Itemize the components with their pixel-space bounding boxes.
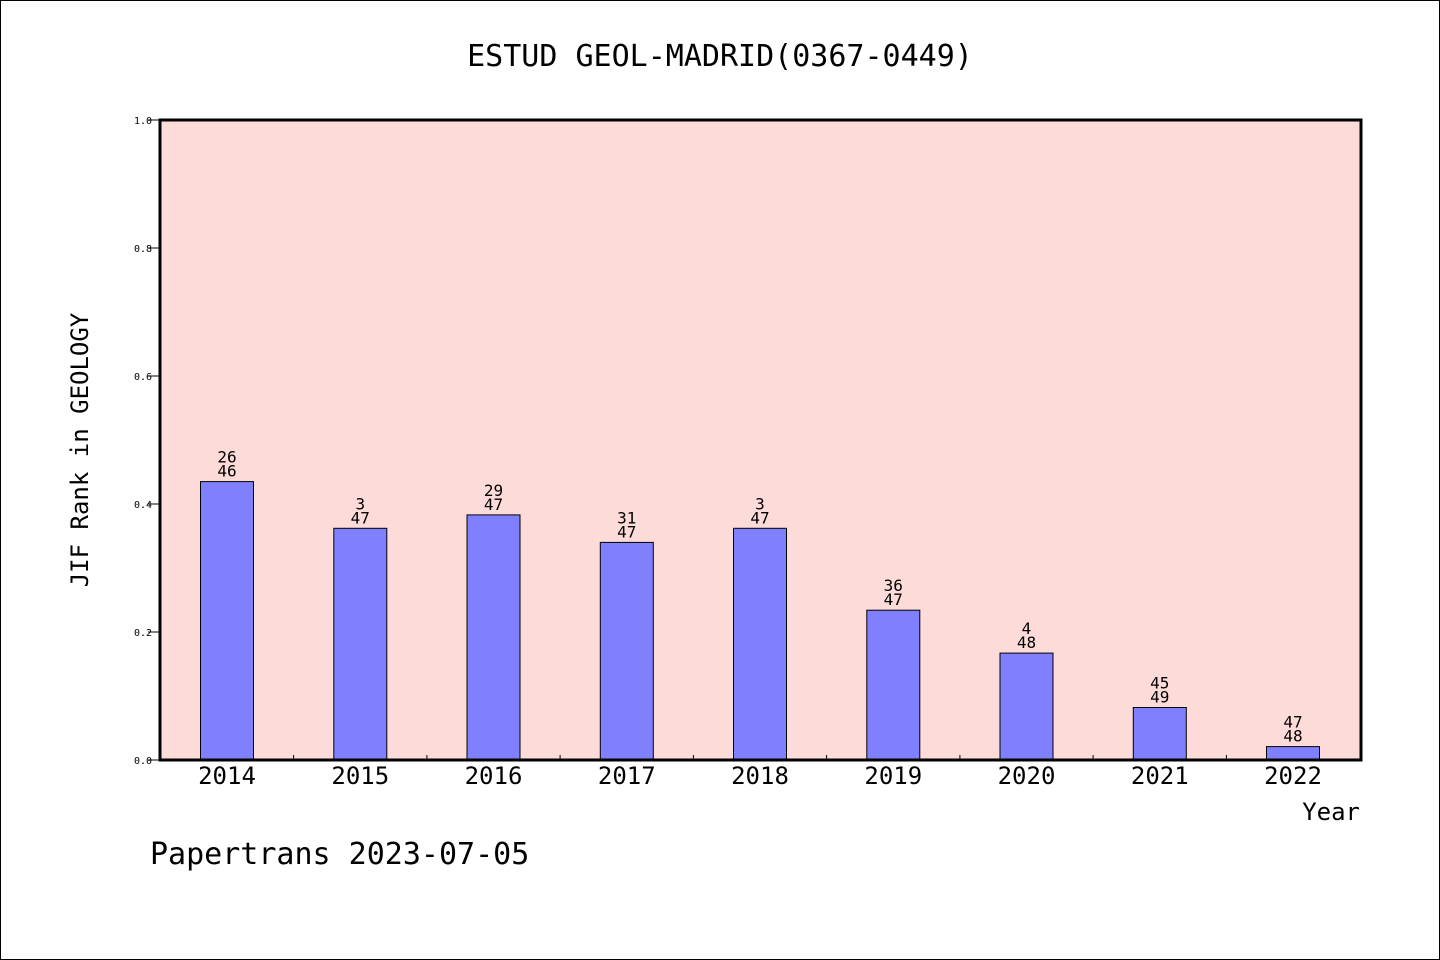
y-axis-label: JIF Rank in GEOLOGY [66,312,94,587]
bar-label-top-2022: 47 [1283,713,1302,732]
bar-label-bottom-2020: 48 [1017,633,1036,652]
bar-label-bottom-2021: 49 [1150,688,1169,707]
x-tick-label-2016: 2016 [465,762,523,790]
y-tick-label: 1.0 [134,116,152,127]
bar-2016 [466,514,521,761]
plot-border [158,118,1363,762]
bar-2019 [866,609,921,761]
bar-label-top-2019: 36 [884,576,903,595]
bar-label-top-2018: 3 [755,494,765,513]
bar-label-bottom-2022: 48 [1283,727,1302,746]
bar-2017 [599,541,654,761]
bar-2014 [200,481,254,761]
chart-title: ESTUD GEOL-MADRID(0367-0449) [467,39,973,74]
y-tick-label: 0.6 [134,372,152,383]
bar-label-bottom-2017: 47 [617,522,636,541]
bar-label-bottom-2015: 47 [351,508,370,527]
bar-label-top-2017: 31 [617,508,636,527]
bar-label-bottom-2014: 46 [217,462,236,481]
bar-label-top-2015: 3 [355,494,365,513]
x-tick-label-2014: 2014 [198,762,256,790]
bar-label-bottom-2019: 47 [884,590,903,609]
y-tick-label: 0.2 [134,628,152,639]
y-tick-label: 0.0 [134,756,152,767]
x-tick-label-2019: 2019 [864,762,922,790]
bar-label-top-2016: 29 [484,481,503,500]
footer-text: Papertrans 2023-07-05 [150,837,529,872]
bar-label-top-2014: 26 [217,448,236,467]
x-tick-label-2021: 2021 [1131,762,1189,790]
bar-2021 [1132,707,1187,761]
x-tick-label-2020: 2020 [998,762,1056,790]
x-tick-label-2017: 2017 [598,762,656,790]
x-axis-label: Year [1302,798,1360,826]
bar-label-bottom-2018: 47 [750,508,769,527]
x-tick-label-2018: 2018 [731,762,789,790]
bar-2022 [1266,746,1320,761]
bar-2018 [733,527,787,761]
bar-label-top-2021: 45 [1150,674,1169,693]
bar-2020 [999,652,1054,761]
bar-label-bottom-2016: 47 [484,495,503,514]
ticks-layer: 2014 2015 2016 2017 2018 2019 2020 2021 2022 0.0 0… [134,116,1322,790]
x-tick-label-2022: 2022 [1264,762,1322,790]
bar-2015 [333,527,388,761]
y-tick-label: 0.8 [134,244,152,255]
bar-label-top-2020: 4 [1022,619,1032,638]
y-tick-label: 0.4 [134,500,152,511]
x-tick-label-2015: 2015 [331,762,389,790]
